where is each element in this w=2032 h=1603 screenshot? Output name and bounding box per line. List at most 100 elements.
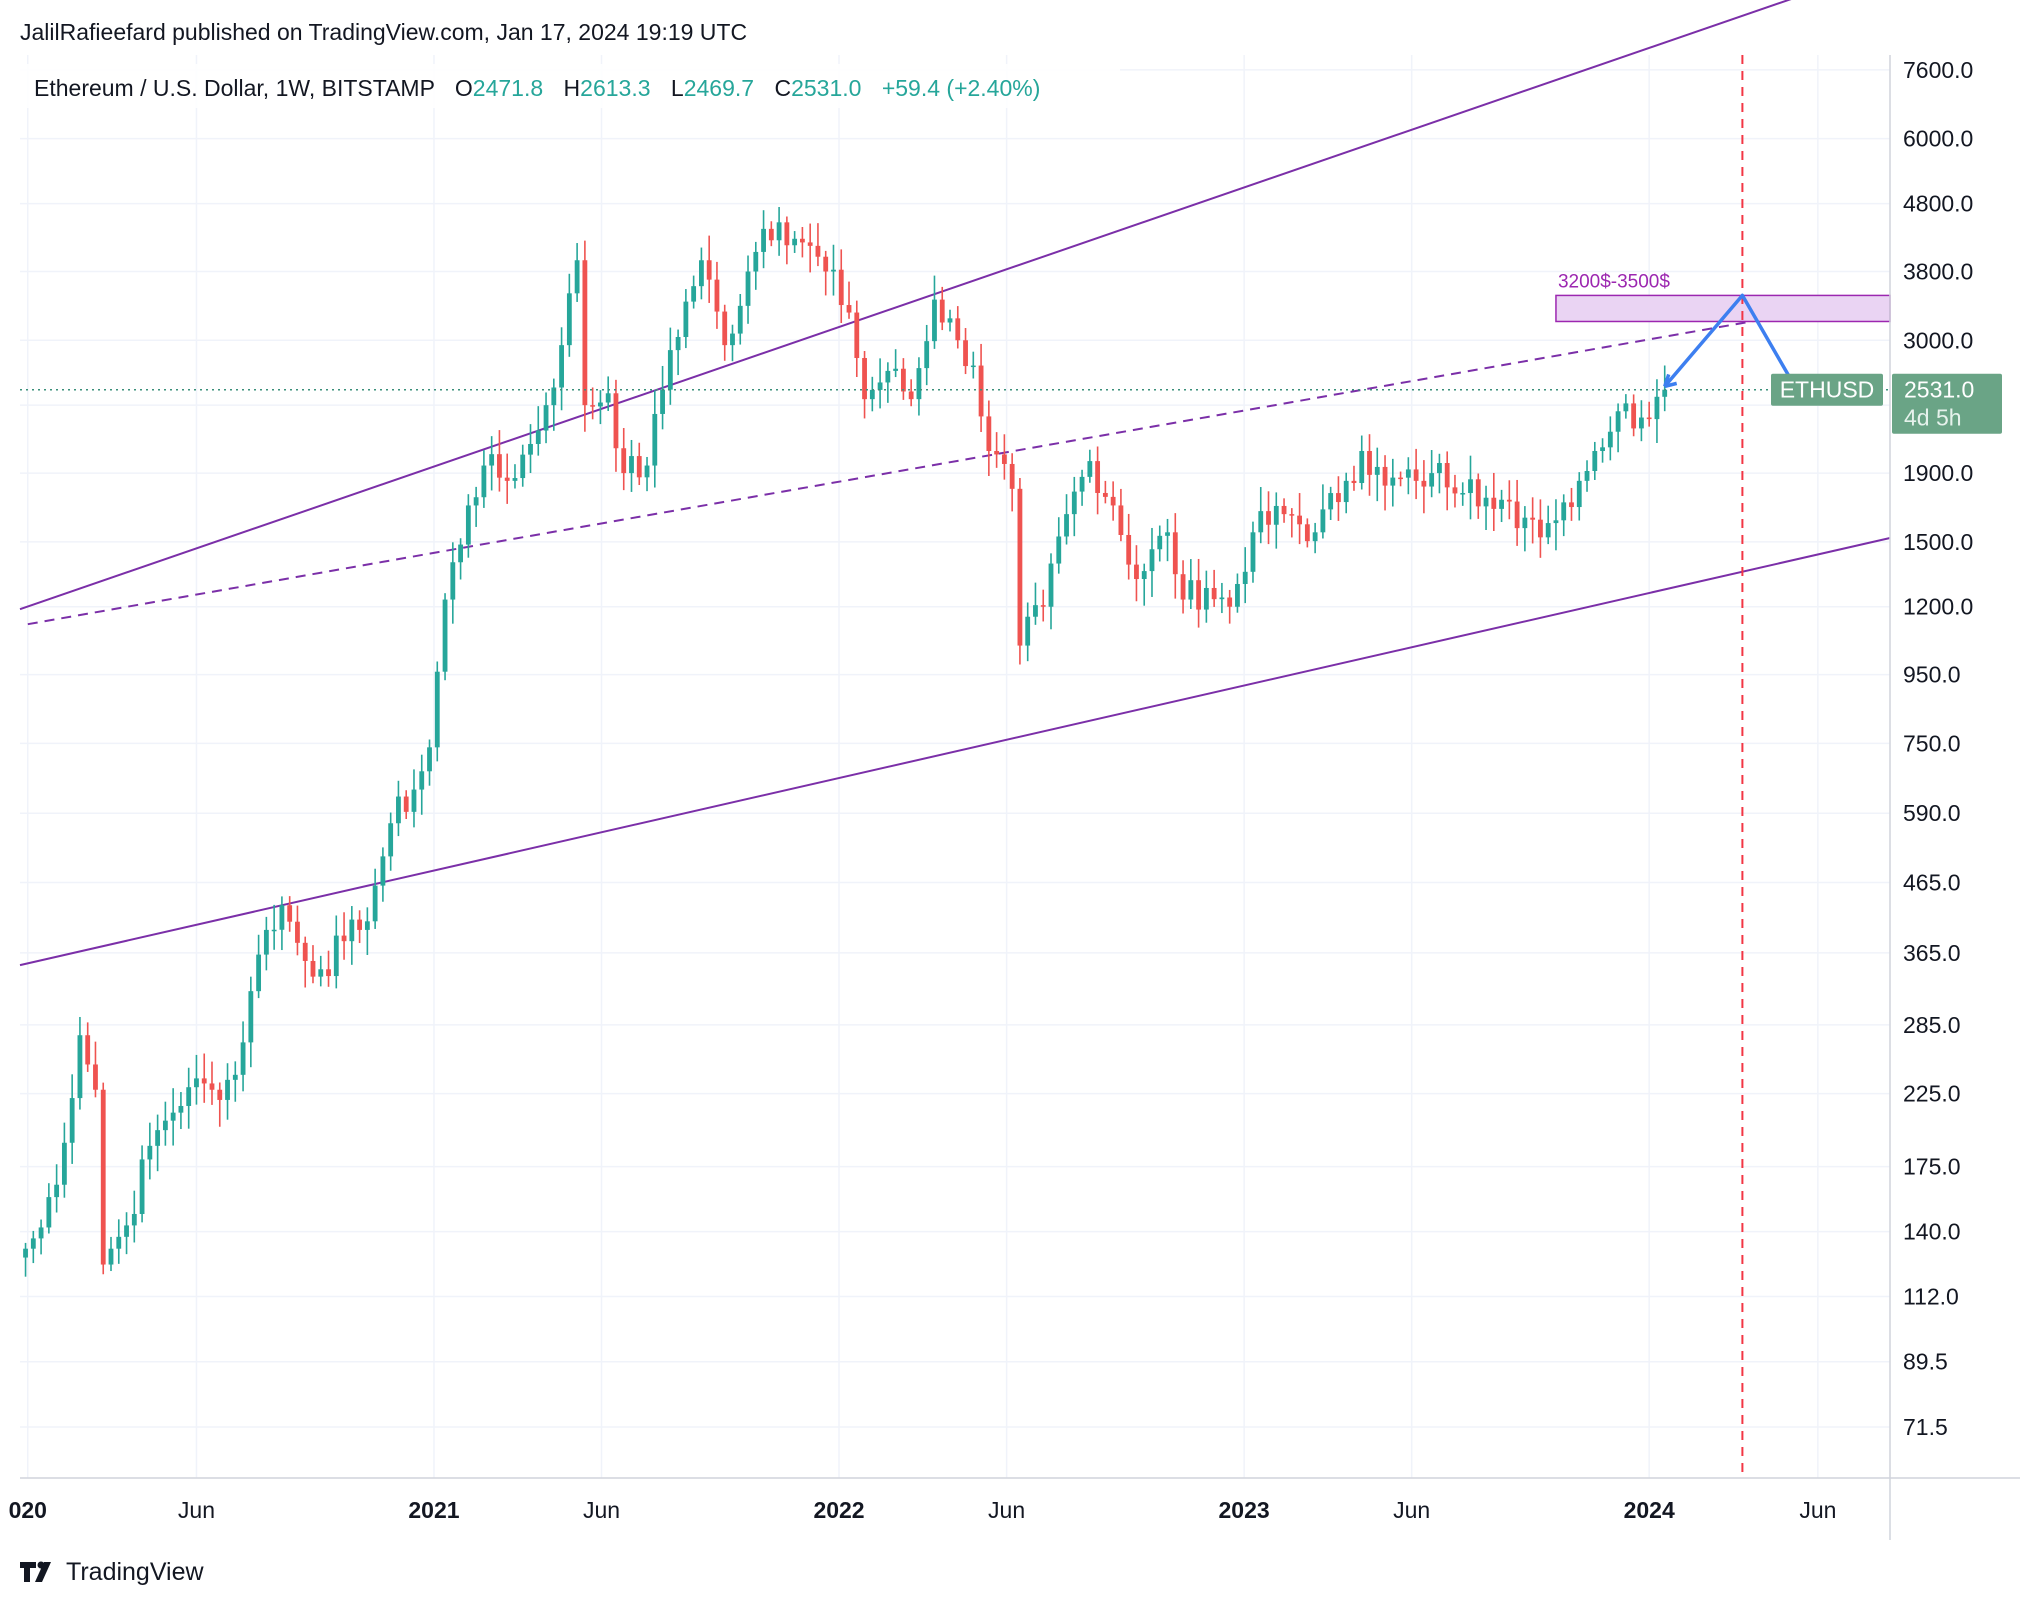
candle-body	[46, 1197, 52, 1228]
y-tick-label: 365.0	[1903, 940, 1961, 966]
candle-body	[667, 350, 673, 390]
candle-body	[1452, 487, 1458, 494]
candle-body	[481, 465, 487, 498]
candle-body	[908, 391, 914, 400]
candle-body	[1281, 505, 1287, 515]
candle-body	[1600, 447, 1605, 451]
candle-body	[333, 935, 339, 977]
candle-body	[838, 269, 844, 306]
candle-body	[854, 312, 860, 359]
candle-body	[691, 286, 697, 302]
candle-body	[240, 1042, 246, 1075]
y-tick-label: 175.0	[1903, 1154, 1961, 1180]
last-price-label: 2531.0	[1904, 377, 1974, 403]
candle-body	[1359, 450, 1365, 484]
candle-body	[745, 271, 751, 306]
x-tick-label: 2022	[813, 1497, 864, 1523]
candle-body	[1134, 564, 1139, 580]
candle-body	[528, 443, 533, 455]
x-tick-label: Jun	[178, 1497, 215, 1523]
candle-body	[1071, 491, 1077, 515]
candle-body	[932, 299, 937, 342]
candle-body	[1087, 461, 1093, 477]
candle-body	[1460, 493, 1466, 495]
candle-body	[162, 1120, 168, 1131]
candle-body	[131, 1213, 137, 1226]
candle-body	[170, 1112, 176, 1121]
candle-body	[271, 929, 277, 932]
candle-body	[419, 771, 425, 790]
candle-body	[1188, 580, 1194, 600]
candle-body	[279, 905, 285, 930]
candle-body	[1304, 524, 1310, 542]
y-axis: 7600.0 6000.0 4800.0 3800.0 3000.0 1900.0 1500…	[1903, 57, 1973, 1440]
candle-body	[574, 260, 580, 294]
candle-body	[147, 1145, 153, 1160]
candle-body	[939, 299, 945, 323]
candle-body	[85, 1035, 91, 1065]
y-tick-label: 1200.0	[1903, 594, 1973, 620]
candle-body	[225, 1079, 230, 1100]
candle-body	[1009, 463, 1015, 489]
candle-body	[1421, 480, 1427, 487]
legend-high: 2613.3	[580, 75, 650, 101]
candle-body	[1064, 514, 1069, 537]
candle-body	[1126, 534, 1132, 565]
candle-body	[1320, 509, 1326, 533]
candle-body	[582, 260, 588, 406]
y-tick-label: 4800.0	[1903, 191, 1973, 217]
legend-open: 2471.8	[473, 75, 543, 101]
candle-body	[1048, 563, 1054, 607]
candle-body	[232, 1074, 238, 1080]
candle-body	[900, 368, 906, 392]
candle-body	[1242, 571, 1248, 584]
candle-body	[1398, 477, 1403, 480]
candle-body	[23, 1248, 28, 1258]
y-tick-label: 3000.0	[1903, 327, 1973, 353]
candle-body	[38, 1227, 44, 1239]
channel-upper-line	[19, 0, 1792, 611]
channel-mid-dashed-line	[27, 296, 1891, 626]
candle-body	[1095, 461, 1101, 493]
candle-body	[598, 402, 603, 407]
candle-body	[1079, 476, 1085, 492]
channel-lower-line	[19, 537, 1891, 967]
candle-body	[955, 318, 961, 341]
trend-channel	[19, 0, 1891, 967]
candle-body	[551, 387, 557, 406]
candle-body	[295, 921, 300, 943]
candle-body	[1545, 523, 1551, 538]
footer-brand: TradingView	[66, 1558, 205, 1586]
candle-body	[326, 969, 331, 977]
candle-body	[139, 1159, 145, 1214]
candle-body	[722, 311, 728, 346]
candle-body	[217, 1089, 223, 1100]
candle-body	[1180, 574, 1186, 600]
candle-series	[23, 207, 1668, 1277]
candle-body	[30, 1238, 36, 1249]
candle-body	[100, 1089, 106, 1265]
candle-body	[1312, 532, 1318, 542]
candle-body	[1110, 496, 1116, 506]
candle-body	[831, 269, 836, 272]
candle-body	[263, 929, 269, 955]
candle-body	[737, 305, 743, 334]
candle-body	[61, 1142, 67, 1185]
candle-body	[1157, 535, 1163, 550]
candle-body	[248, 991, 254, 1043]
legend-high-label: H	[564, 75, 581, 101]
candle-body	[1266, 511, 1271, 525]
x-axis: 020 Jun 2021 Jun 2022 Jun 2023 Jun 2024 Jun	[9, 1497, 1837, 1523]
candle-body	[1483, 497, 1489, 507]
candle-body	[1367, 450, 1372, 475]
candle-body	[1468, 479, 1473, 494]
candle-body	[1413, 469, 1419, 481]
candle-body	[108, 1248, 114, 1265]
candle-body	[683, 301, 689, 338]
candle-body	[1390, 477, 1396, 486]
candle-body	[473, 497, 479, 506]
target-zone: 3200$-3500$	[1555, 271, 1891, 323]
x-tick-label: 020	[9, 1497, 47, 1523]
y-tick-label: 7600.0	[1903, 57, 1973, 83]
